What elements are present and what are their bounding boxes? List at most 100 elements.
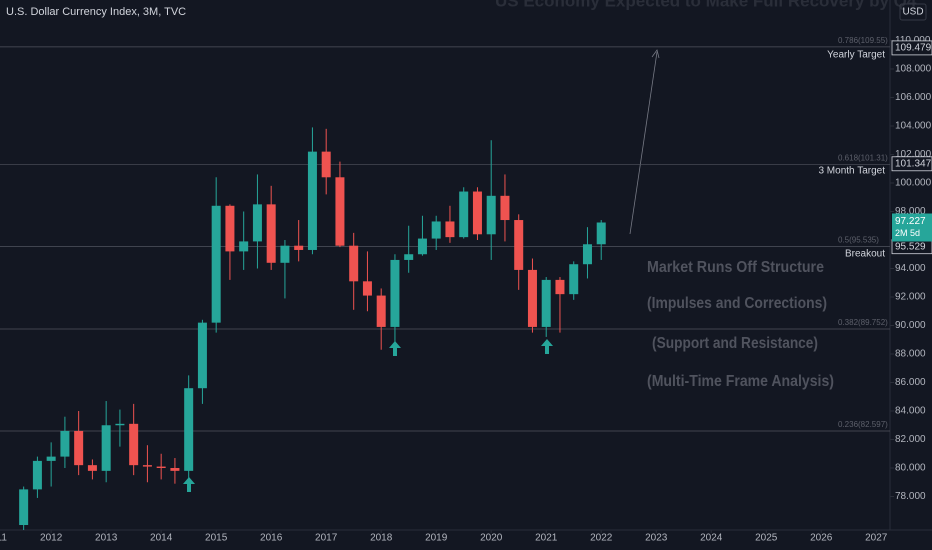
candle-body	[362, 281, 372, 296]
x-tick-label: 2013	[95, 533, 118, 544]
candle-body	[156, 466, 166, 469]
annotation: (Support and Resistance)	[652, 335, 818, 352]
candle-body	[266, 204, 276, 263]
candle-body	[19, 489, 29, 526]
candle-body	[74, 430, 84, 466]
y-tick-label: 80.000	[895, 463, 926, 474]
currency[interactable]: USD	[902, 7, 923, 18]
y-tick-label: 92.000	[895, 292, 926, 303]
candle-body	[514, 220, 524, 270]
candle-body	[596, 222, 606, 245]
fib-label: 0.786(109.55)	[838, 36, 888, 45]
y-tick-label: 90.000	[895, 320, 926, 331]
candle-body	[211, 205, 221, 323]
y-tick-label: 106.000	[895, 92, 932, 103]
candle-body	[280, 245, 290, 263]
headline: US Economy Expected to Make Full Recover…	[495, 0, 917, 10]
y-tick-label: 82.000	[895, 434, 926, 445]
fib-label: 0.618(101.31)	[838, 153, 888, 162]
price-tag	[891, 40, 932, 56]
price-tag-label: 101.347	[895, 158, 932, 169]
x-tick-label: 2014	[150, 533, 173, 544]
countdown: 2M 5d	[895, 228, 920, 238]
candle-body	[252, 204, 262, 242]
x-tick-label: 2020	[480, 533, 503, 544]
x-tick-label: 2018	[370, 533, 393, 544]
chart-title: U.S. Dollar Currency Index, 3M, TVC	[6, 6, 186, 18]
price-tag-label: 95.529	[895, 241, 926, 252]
candle-body	[390, 259, 400, 327]
projection-arrow	[629, 51, 658, 235]
x-tick-label: 2017	[315, 533, 338, 544]
candle-body	[129, 423, 139, 466]
candle-body	[349, 245, 359, 282]
x-tick-label: 2019	[425, 533, 448, 544]
candle-body	[582, 244, 592, 265]
annotation: (Impulses and Corrections)	[647, 295, 827, 312]
y-tick-label: 98.000	[895, 206, 926, 217]
price-tag	[891, 156, 932, 172]
candle-body	[555, 279, 565, 295]
x-tick-label: 2025	[755, 533, 778, 544]
y-tick-label: 104.000	[895, 121, 932, 132]
candle-body	[115, 423, 125, 426]
candle-body	[170, 468, 180, 471]
last-price-label: 97.227	[895, 216, 926, 227]
candle-body	[294, 245, 304, 250]
annotation: Market Runs Off Structure	[647, 259, 824, 276]
price-tag-label: 109.479	[895, 43, 932, 54]
candle-body	[101, 425, 111, 471]
candle-body	[472, 191, 482, 235]
candle-body	[431, 221, 441, 239]
fib-label: 0.382(89.752)	[838, 318, 888, 327]
x-tick-label: 2021	[535, 533, 558, 544]
candle-body	[486, 195, 496, 235]
candle-body	[184, 388, 194, 471]
plot: 0.786(109.55) 0.618(101.31) 0.5(95.535) 0.3…	[0, 36, 890, 530]
up-arrow	[541, 339, 553, 354]
candle-body	[459, 191, 469, 238]
candle-body	[541, 279, 551, 327]
last-price-tag	[892, 213, 932, 242]
candle-body	[239, 241, 249, 252]
candle-body	[404, 254, 414, 260]
up-arrow	[389, 341, 401, 356]
annotation: (Multi-Time Frame Analysis)	[647, 373, 834, 390]
arrow-head	[651, 49, 660, 59]
price-tag-text: Yearly Target	[827, 50, 885, 61]
candle-body	[32, 460, 42, 490]
x-tick-label: 2022	[590, 533, 613, 544]
candle-body	[335, 177, 345, 246]
candle-body	[445, 221, 455, 238]
up-arrow	[183, 477, 195, 492]
y-tick-label: 88.000	[895, 349, 926, 360]
fib-label: 0.236(82.597)	[838, 420, 888, 429]
price-tag-text: 3 Month Target	[818, 165, 885, 176]
x-tick-label: 2012	[40, 533, 63, 544]
candle-body	[225, 205, 235, 252]
candle-body	[142, 465, 152, 467]
candle-body	[376, 295, 386, 327]
candle-body	[307, 151, 317, 250]
currency-box[interactable]	[899, 3, 927, 21]
candle-body	[527, 269, 537, 327]
x-tick-label: 2023	[645, 533, 668, 544]
candle-body	[87, 465, 97, 471]
y-tick-label: 94.000	[895, 263, 926, 274]
x-tick-label: 2016	[260, 533, 283, 544]
x-axis: 2011 2012 2013 2014 2015 2016 2017 2018 2019 2020…	[0, 530, 888, 544]
candle-body	[569, 264, 579, 295]
x-tick-label: 2015	[205, 533, 228, 544]
x-tick-label: 2024	[700, 533, 723, 544]
y-tick-label: 78.000	[895, 491, 926, 502]
price-tag-text: Breakout	[845, 248, 885, 259]
y-tick-label: 84.000	[895, 406, 926, 417]
x-tick-label: 2011	[0, 533, 7, 544]
y-tick-label: 102.000	[895, 149, 932, 160]
candle-body	[321, 151, 331, 178]
y-tick-label: 100.000	[895, 178, 932, 189]
y-tick-label: 108.000	[895, 64, 932, 75]
x-tick-label: 2027	[865, 533, 888, 544]
candle-body	[197, 322, 207, 389]
